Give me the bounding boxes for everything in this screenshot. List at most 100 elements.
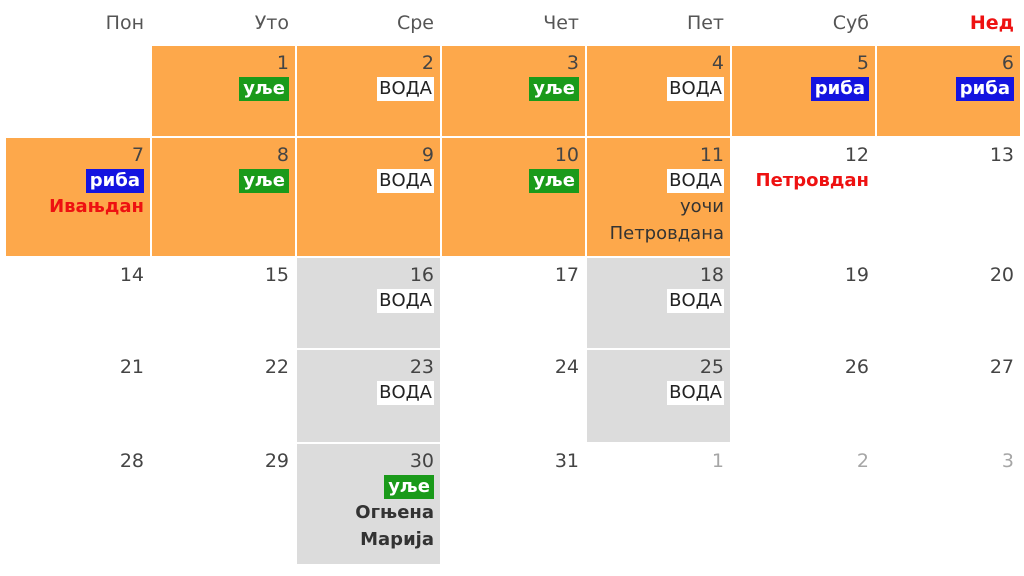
day-number: 24	[554, 356, 579, 378]
day-cell[interactable]: 10 уље	[442, 138, 587, 258]
day-number: 20	[989, 264, 1014, 286]
day-number: 21	[119, 356, 144, 378]
day-cell[interactable]: 9 ВОДА	[297, 138, 442, 258]
day-cell[interactable]: 2	[732, 444, 877, 566]
day-cell[interactable]: 16 ВОДА	[297, 258, 442, 350]
fast-badge-ulje: уље	[384, 475, 434, 499]
fast-badge-ulje: уље	[239, 77, 289, 101]
day-cell[interactable]: 18 ВОДА	[587, 258, 732, 350]
day-cell[interactable]: 21	[6, 350, 152, 444]
day-number: 2	[421, 52, 434, 74]
day-number: 26	[844, 356, 869, 378]
day-cell[interactable]: 8 уље	[152, 138, 297, 258]
fast-badge-riba: риба	[85, 169, 144, 193]
day-cell[interactable]: 1	[587, 444, 732, 566]
day-cell[interactable]: 17	[442, 258, 587, 350]
day-note: уочи	[680, 196, 724, 217]
fast-badge-voda: ВОДА	[667, 77, 724, 101]
holiday-label: Петровдан	[755, 170, 869, 191]
day-cell[interactable]: 28	[6, 444, 152, 566]
day-number: 11	[699, 144, 724, 166]
day-number: 12	[844, 144, 869, 166]
day-cell[interactable]: 24	[442, 350, 587, 444]
day-cell[interactable]: 4 ВОДА	[587, 46, 732, 138]
fast-badge-ulje: уље	[529, 169, 579, 193]
day-cell[interactable]: 30 уље Огњена Марија	[297, 444, 442, 566]
fast-badge-voda: ВОДА	[377, 77, 434, 101]
holiday-label: Ивањдан	[49, 196, 144, 217]
day-number: 28	[119, 450, 144, 472]
day-number: 31	[554, 450, 579, 472]
weekday-wed: Сре	[396, 12, 434, 34]
weekday-sun: Нед	[969, 12, 1014, 34]
weekday-header: Пон Уто Сре Чет Пет Суб Нед	[6, 0, 1024, 46]
fast-badge-riba: риба	[810, 77, 869, 101]
day-cell[interactable]: 7 риба Ивањдан	[6, 138, 152, 258]
day-number: 16	[409, 264, 434, 286]
day-cell[interactable]: 3	[877, 444, 1022, 566]
day-number: 19	[844, 264, 869, 286]
weekday-fri: Пет	[686, 12, 724, 34]
day-number: 15	[264, 264, 289, 286]
day-cell[interactable]: 26	[732, 350, 877, 444]
day-note: Марија	[360, 529, 434, 550]
day-number: 1	[276, 52, 289, 74]
day-cell[interactable]: 14	[6, 258, 152, 350]
day-number: 14	[119, 264, 144, 286]
day-note: Петровдана	[609, 223, 724, 244]
day-number: 4	[711, 52, 724, 74]
weekday-sat: Суб	[832, 12, 869, 34]
weekday-tue: Уто	[254, 12, 289, 34]
day-cell[interactable]: 3 уље	[442, 46, 587, 138]
fast-badge-voda: ВОДА	[667, 381, 724, 405]
day-number: 27	[989, 356, 1014, 378]
day-number: 6	[1001, 52, 1014, 74]
weekday-thu: Чет	[543, 12, 579, 34]
day-cell[interactable]: 25 ВОДА	[587, 350, 732, 444]
day-cell[interactable]: 22	[152, 350, 297, 444]
day-number: 25	[699, 356, 724, 378]
day-cell[interactable]: 27	[877, 350, 1022, 444]
day-number: 1	[711, 450, 724, 472]
fast-badge-voda: ВОДА	[377, 169, 434, 193]
day-number: 17	[554, 264, 579, 286]
day-cell[interactable]: 6 риба	[877, 46, 1022, 138]
day-number: 7	[131, 144, 144, 166]
day-number: 8	[276, 144, 289, 166]
day-number: 30	[409, 450, 434, 472]
day-note: Огњена	[355, 502, 434, 523]
day-number: 5	[856, 52, 869, 74]
day-number: 3	[566, 52, 579, 74]
fast-badge-ulje: уље	[239, 169, 289, 193]
day-number: 22	[264, 356, 289, 378]
day-cell[interactable]: 2 ВОДА	[297, 46, 442, 138]
weekday-mon: Пон	[105, 12, 144, 34]
day-number: 9	[421, 144, 434, 166]
day-number: 3	[1001, 450, 1014, 472]
day-number: 10	[554, 144, 579, 166]
day-cell[interactable]: 11 ВОДА уочи Петровдана	[587, 138, 732, 258]
fast-badge-voda: ВОДА	[377, 381, 434, 405]
day-number: 29	[264, 450, 289, 472]
day-cell[interactable]: 5 риба	[732, 46, 877, 138]
day-cell[interactable]: 31	[442, 444, 587, 566]
day-cell[interactable]: 23 ВОДА	[297, 350, 442, 444]
fast-badge-riba: риба	[955, 77, 1014, 101]
fast-badge-voda: ВОДА	[377, 289, 434, 313]
fast-badge-ulje: уље	[529, 77, 579, 101]
day-number: 13	[989, 144, 1014, 166]
day-cell[interactable]: 15	[152, 258, 297, 350]
day-number: 23	[409, 356, 434, 378]
day-cell[interactable]: 29	[152, 444, 297, 566]
day-cell[interactable]: 13	[877, 138, 1022, 258]
fast-badge-voda: ВОДА	[667, 169, 724, 193]
fast-badge-voda: ВОДА	[667, 289, 724, 313]
day-cell[interactable]: 1 уље	[152, 46, 297, 138]
month-grid: 1 уље 2 ВОДА 3 уље 4 ВОДА 5 риба 6 риба 7 риба Ивањдан…	[6, 46, 1024, 566]
day-number: 18	[699, 264, 724, 286]
calendar: Пон Уто Сре Чет Пет Суб Нед 1 уље 2 ВОДА 3 уљ…	[6, 0, 1024, 566]
day-cell[interactable]: 20	[877, 258, 1022, 350]
day-number: 2	[856, 450, 869, 472]
day-cell[interactable]: 19	[732, 258, 877, 350]
day-cell[interactable]: 12 Петровдан	[732, 138, 877, 258]
